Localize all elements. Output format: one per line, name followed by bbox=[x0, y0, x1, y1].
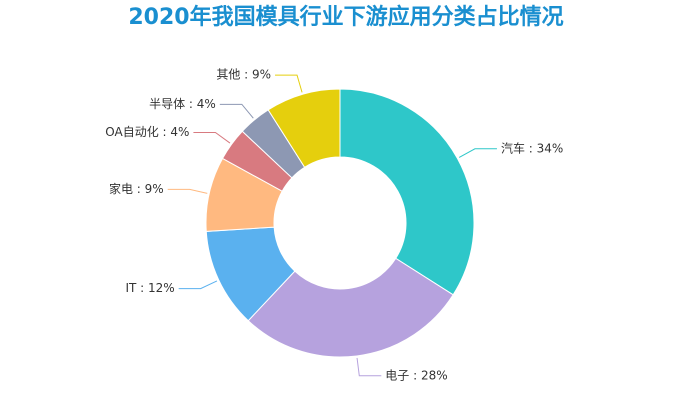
donut-slice bbox=[339, 88, 475, 296]
data-label: OA自动化 : 4% bbox=[105, 125, 189, 139]
leader-line bbox=[219, 103, 254, 119]
leader-line bbox=[193, 131, 231, 144]
donut-slice bbox=[247, 257, 454, 358]
data-label: 家电 : 9% bbox=[109, 181, 164, 196]
data-label: 汽车 : 34% bbox=[501, 140, 563, 155]
donut-slice bbox=[267, 88, 341, 168]
chart-title: 2020年我国模具行业下游应用分类占比情况 bbox=[128, 4, 563, 30]
data-label: 电子 : 28% bbox=[385, 368, 447, 382]
data-label: IT : 12% bbox=[125, 281, 174, 295]
data-label: 其他 : 9% bbox=[216, 68, 271, 82]
leader-line bbox=[178, 280, 218, 290]
leader-line bbox=[356, 357, 382, 377]
leader-line bbox=[275, 74, 303, 93]
data-label: 半导体 : 4% bbox=[149, 97, 216, 111]
leader-line bbox=[167, 188, 208, 194]
leader-line bbox=[458, 148, 497, 158]
